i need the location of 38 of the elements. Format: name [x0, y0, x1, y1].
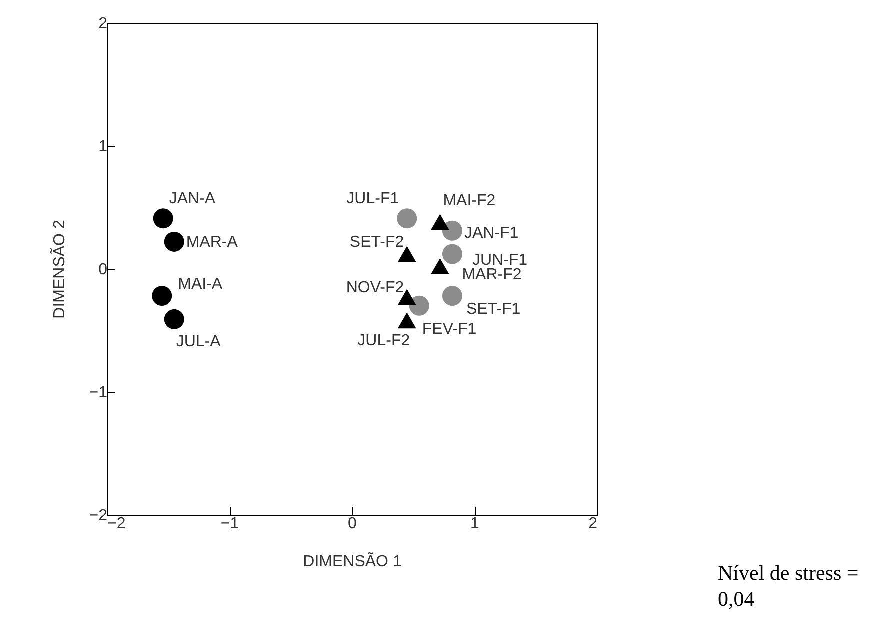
annotation: MAI-A: [178, 276, 223, 294]
annotation: MAR-A: [186, 234, 238, 251]
point: [442, 220, 462, 241]
x-tick-label: 1: [470, 516, 480, 532]
x-tick-label: 0: [348, 516, 358, 532]
annotation: JUL-F2: [358, 332, 410, 350]
annotation: JAN-A: [169, 190, 216, 208]
annotation: JUL-F1: [346, 190, 400, 208]
y-tick-label: −1: [89, 384, 108, 402]
y-tick-label: 2: [98, 16, 108, 32]
annotation: SET-F1: [466, 301, 521, 318]
point: [442, 286, 462, 306]
point: [430, 214, 450, 230]
annotation: NOV-F2: [346, 279, 404, 296]
point: [164, 309, 184, 330]
point: [442, 244, 462, 264]
x-axis-title: DIMENSÃO 1: [303, 552, 402, 570]
annotation: MAI-F2: [443, 192, 496, 210]
point: [398, 246, 416, 262]
point: [164, 232, 184, 252]
point: [409, 296, 430, 316]
annotation: FEV-F1: [422, 320, 477, 338]
point: [398, 312, 416, 329]
annotation: JUN-F1: [472, 252, 528, 270]
text: Nível de stress = 0,04: [718, 560, 860, 612]
annotation: JAN-F1: [464, 224, 519, 242]
point: [430, 258, 450, 275]
point: [153, 208, 174, 229]
x-tick-label: −1: [220, 516, 240, 532]
annotation: SET-F2: [350, 234, 404, 252]
annotation: MAR-F2: [462, 266, 522, 284]
point: [152, 286, 172, 306]
point: [397, 208, 418, 229]
y-tick-label: 0: [98, 262, 108, 278]
annotation: JUL-A: [176, 333, 222, 350]
x-tick-label: 2: [588, 516, 598, 532]
y-tick-label: 1: [98, 138, 108, 156]
y-axis-title: DIMENSÃO 2: [49, 220, 68, 319]
